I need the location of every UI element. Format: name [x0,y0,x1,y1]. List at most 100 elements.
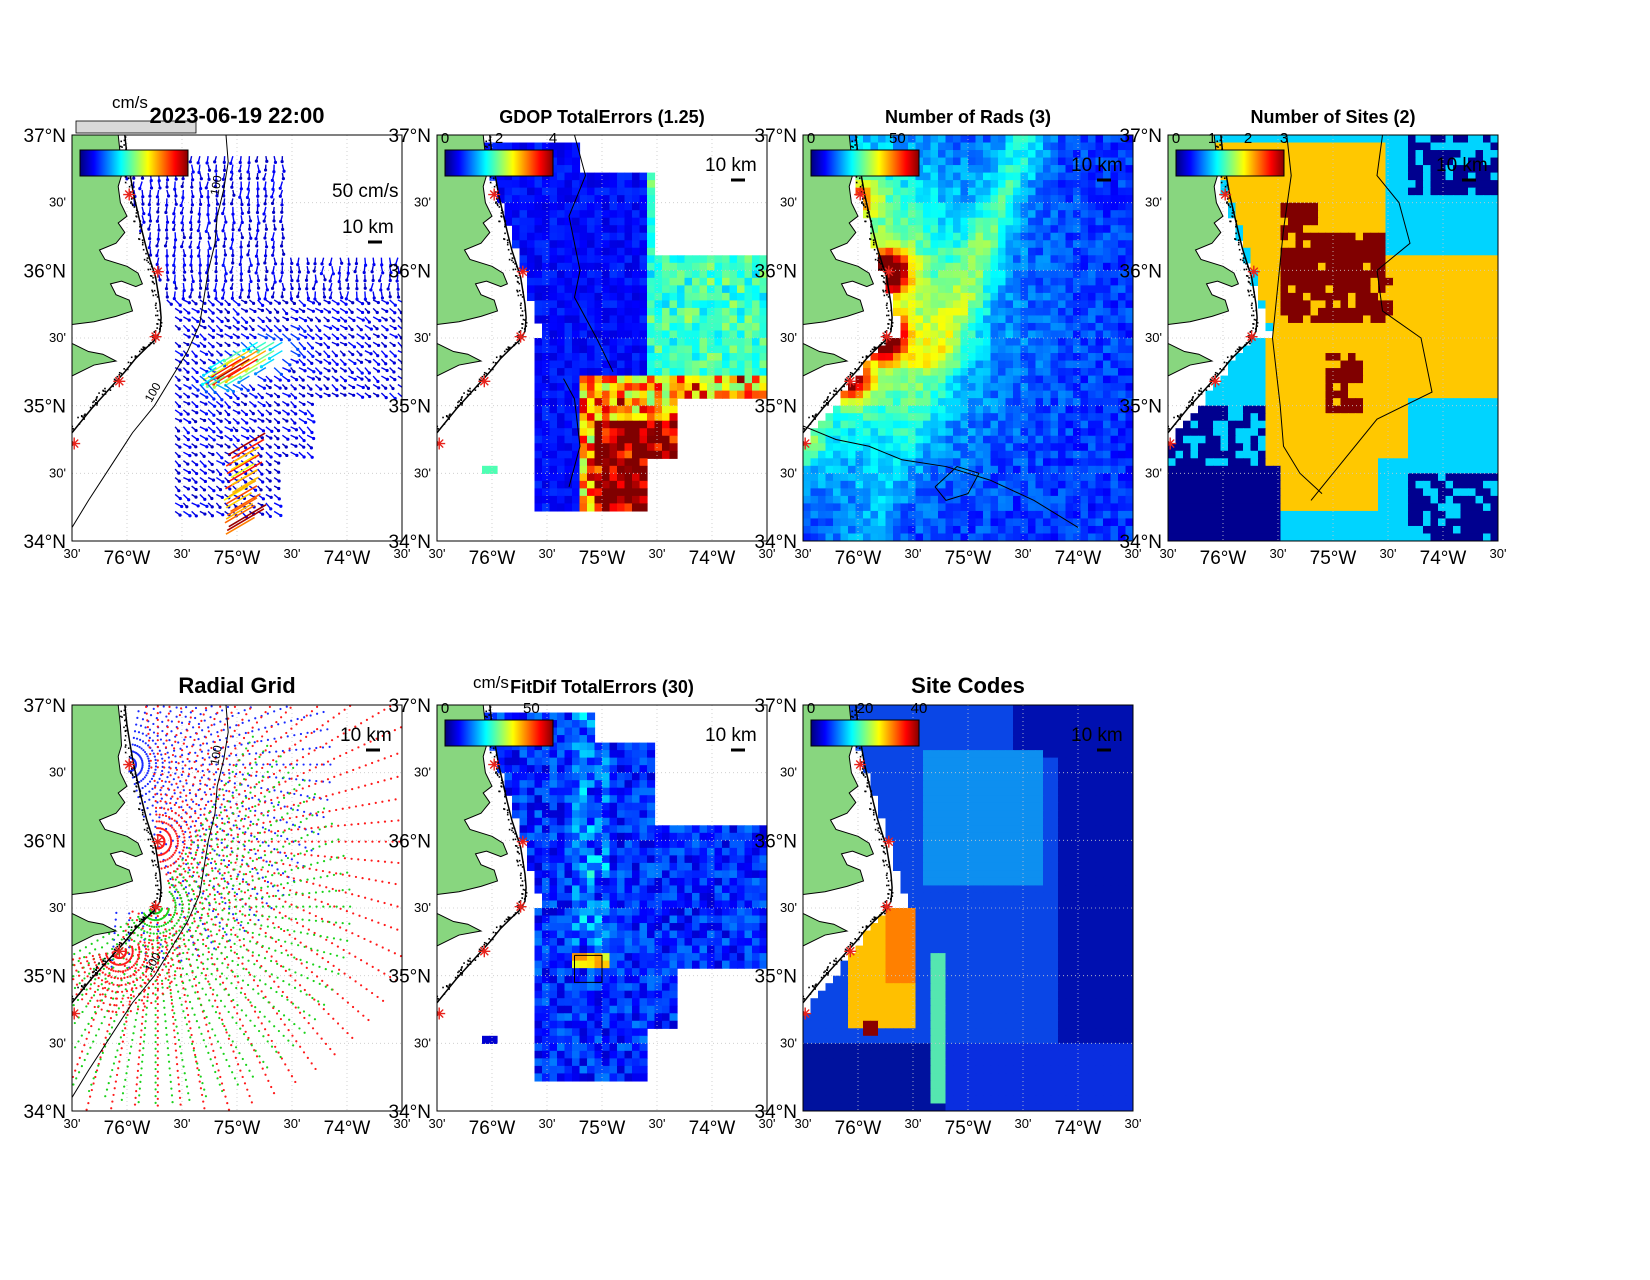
current-vector-head [269,445,272,448]
current-vector-head [323,295,326,298]
gdop-cell [512,210,520,218]
nrads-cell [1103,293,1111,301]
current-vector-head [263,404,266,407]
island-dot [523,319,525,321]
current-vector-head [195,514,198,517]
gdop-cell [670,263,678,271]
gdop-cell [677,330,685,338]
nrads-cell [1006,293,1014,301]
nrads-cell [953,338,961,346]
gdop-cell [647,293,655,301]
nrads-cell [908,398,916,406]
gdop-cell [625,458,633,466]
gdop-cell [557,188,565,196]
current-vector-head [363,279,366,282]
gdop-cell [715,285,723,293]
gdop-cell [557,218,565,226]
current-vector-head [190,270,193,273]
nrads-cell [1081,398,1089,406]
gdop-cell [550,443,558,451]
current-vector-head [296,279,299,282]
current-vector-head [213,438,216,441]
gdop-cell [760,346,768,354]
current-vector-head [397,295,400,298]
nrads-cell [976,421,984,429]
nrads-cell [1043,195,1051,203]
gdop-cell [610,330,618,338]
island-dot [518,343,520,345]
nrads-cell [1006,368,1014,376]
current-vector-head [368,345,371,348]
nrads-cell [983,323,991,331]
gdop-cell [587,473,595,481]
current-vector-head [177,438,180,441]
current-vector-head [367,302,370,305]
current-vector-head [191,203,194,206]
island-dot [496,356,498,358]
nrads-cell [1111,406,1119,414]
current-vector-head [355,287,358,290]
current-vector-head [228,421,231,424]
nrads-cell [976,210,984,218]
current-vector-head [302,455,305,458]
lat-tick-label: 34°N [24,532,66,553]
gdop-cell [535,488,543,496]
nrads-cell [923,376,931,384]
current-vector-head [272,246,275,249]
current-vector-head [188,479,191,482]
gdop-cell [557,158,565,166]
island-dot [442,417,444,419]
nrads-cell [1036,270,1044,278]
gdop-cell [565,436,573,444]
nrads-cell [1028,308,1036,316]
nrads-cell [961,203,969,211]
island-dot [114,379,116,381]
current-vector-head [195,472,198,475]
gdop-cell [565,263,573,271]
gdop-cell [730,270,738,278]
nrads-cell [1021,203,1029,211]
current-vector-head [187,431,190,434]
current-vector-head [212,422,215,425]
island-dot [141,349,143,351]
nrads-cell [1013,323,1021,331]
current-vector-head [211,320,214,323]
current-vector-head [179,497,182,500]
nrads-cell [1073,278,1081,286]
nrads-cell [916,210,924,218]
current-vector-head [353,362,356,365]
nrads-cell [1126,225,1134,233]
gdop-cell [730,376,738,384]
nrads-cell [923,406,931,414]
nrads-cell [991,330,999,338]
nrads-cell [961,143,969,151]
nrads-cell [886,376,894,384]
nrads-cell [1073,293,1081,301]
gdop-cell [670,368,678,376]
gdop-cell [647,376,655,384]
nrads-cell [953,188,961,196]
island-dot [522,310,524,312]
nrads-cell [1096,323,1104,331]
current-vector-head [269,386,272,389]
gdop-cell [617,285,625,293]
nrads-cell [953,346,961,354]
nrads-cell [1126,180,1134,188]
nrads-cell [991,143,999,151]
gdop-cell [580,353,588,361]
nrads-cell [1013,391,1021,399]
nrads-cell [1028,421,1036,429]
nrads-cell [1118,240,1126,248]
current-vector-head [248,228,251,231]
gdop-cell [760,383,768,391]
current-vector-head [142,221,145,224]
current-vector-head [263,219,266,222]
current-vector-head [280,211,283,214]
nrads-cell [848,421,856,429]
nrads-cell [1028,225,1036,233]
nrads-cell [1058,270,1066,278]
gdop-cell [542,323,550,331]
gdop-cell [565,330,573,338]
gdop-cell [557,300,565,308]
island-dot [520,303,522,305]
